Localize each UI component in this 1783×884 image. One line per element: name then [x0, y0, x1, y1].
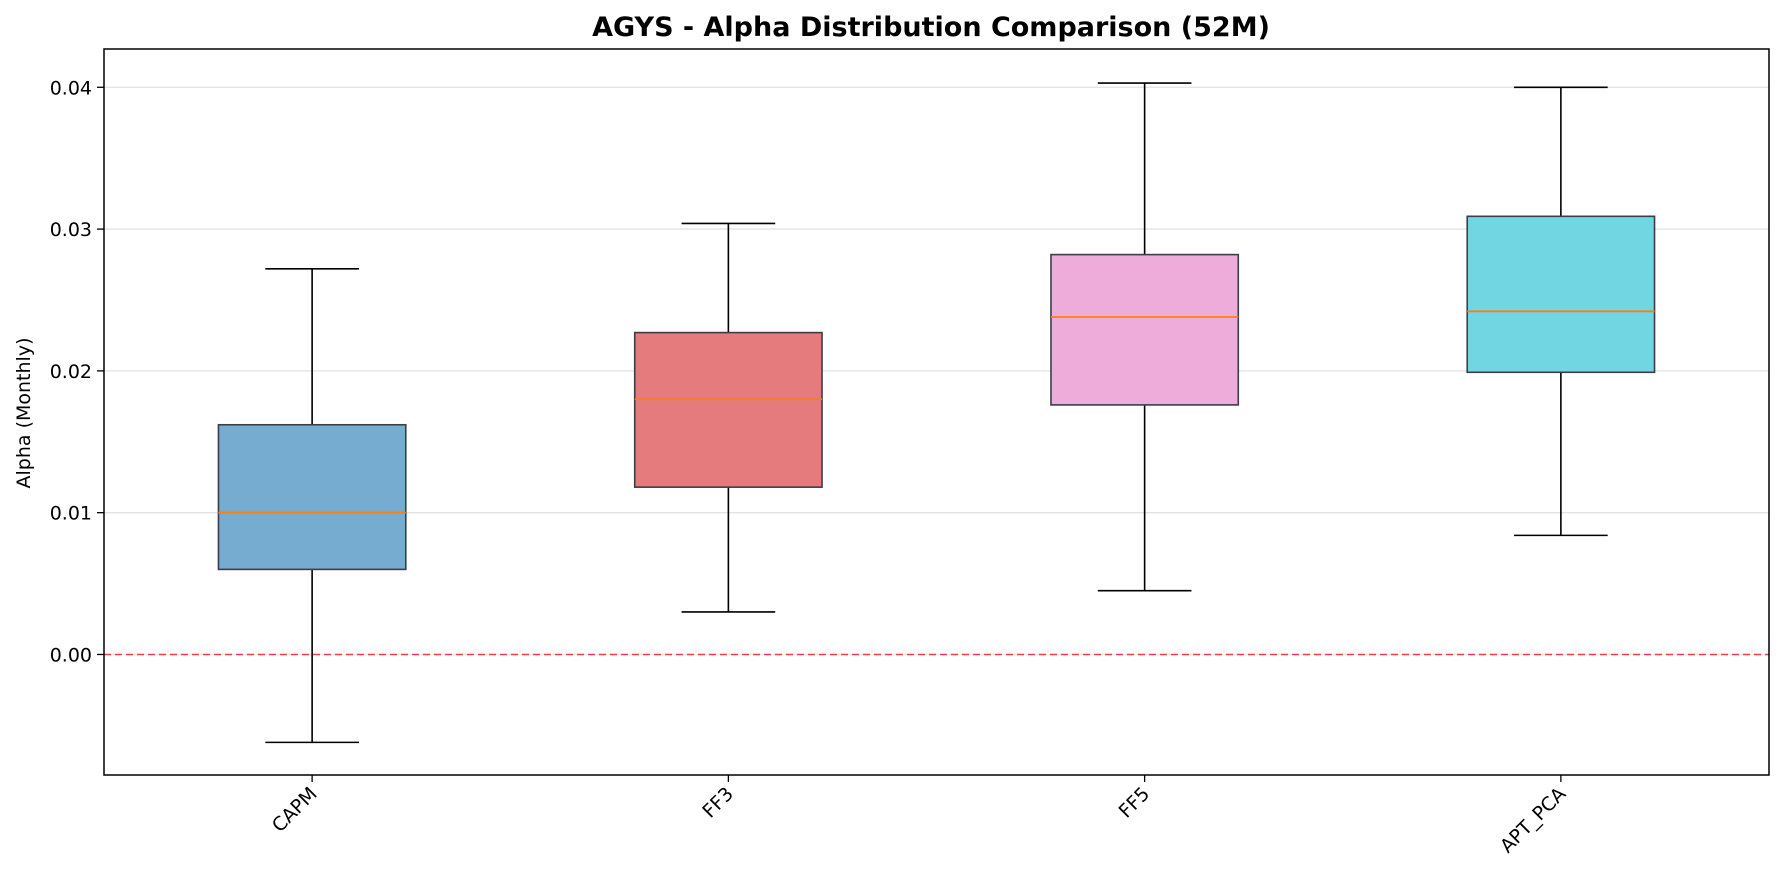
- iqr-box: [633, 331, 823, 488]
- iqr-box: [1466, 215, 1656, 374]
- x-tick-label-ff5: FF5: [1115, 783, 1155, 823]
- box-ff3: [633, 222, 823, 613]
- iqr-box: [217, 423, 407, 571]
- y-tick-label-2: 0.02: [50, 361, 92, 383]
- y-tick-label-0: 0.00: [50, 644, 92, 666]
- box-ff5: [1050, 82, 1240, 592]
- y-tick-label-1: 0.01: [50, 503, 92, 525]
- y-axis: 0.00 0.01 0.02 0.03 0.04: [50, 77, 104, 666]
- iqr-box: [1050, 253, 1240, 406]
- y-tick-label-4: 0.04: [50, 77, 92, 99]
- box-capm: [217, 267, 407, 744]
- boxes-group: [217, 82, 1656, 744]
- box-apt-pca: [1466, 86, 1656, 537]
- y-axis-label: Alpha (Monthly): [13, 338, 35, 489]
- plot-frame: [103, 48, 1770, 776]
- x-tick-label-apt-pca: APT_PCA: [1496, 783, 1570, 857]
- y-tick-label-3: 0.03: [50, 219, 92, 241]
- chart-title: AGYS - Alpha Distribution Comparison (52…: [592, 12, 1270, 43]
- x-tick-label-ff3: FF3: [698, 783, 738, 823]
- x-tick-label-capm: CAPM: [268, 783, 322, 837]
- x-axis: CAPM FF3 FF5 APT_PCA: [268, 775, 1570, 857]
